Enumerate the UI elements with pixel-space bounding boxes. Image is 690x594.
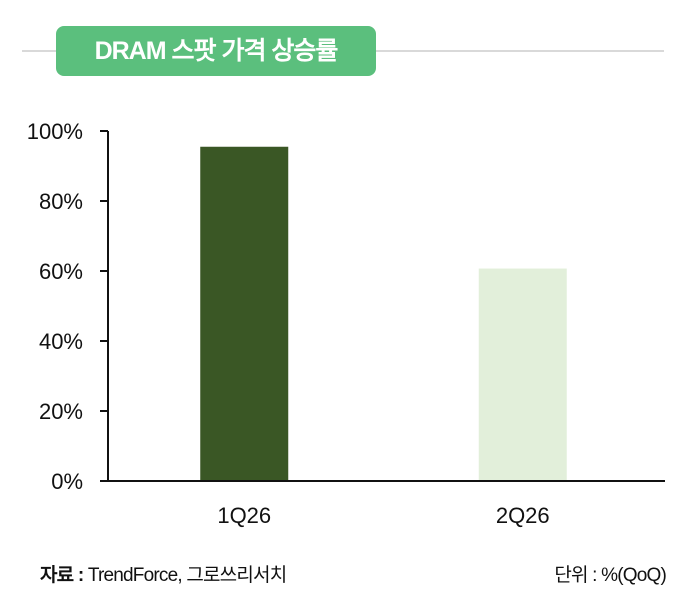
chart-title: DRAM 스팟 가격 상승률: [56, 26, 376, 76]
bar-1q26: [200, 146, 289, 481]
bar-2q26: [478, 268, 567, 481]
y-tick-label: 60%: [39, 259, 83, 284]
y-tick-label: 100%: [27, 119, 83, 144]
y-tick-label: 80%: [39, 189, 83, 214]
source-label: 자료 :: [40, 565, 84, 586]
y-tick-label: 20%: [39, 399, 83, 424]
y-tick-label: 0%: [51, 469, 83, 494]
x-tick-label: 1Q26: [217, 503, 271, 528]
unit-note: 단위 : %(QoQ): [554, 565, 666, 586]
source-value: TrendForce, 그로쓰리서치: [87, 565, 287, 586]
y-tick-label: 40%: [39, 329, 83, 354]
x-tick-label: 2Q26: [496, 503, 550, 528]
source-note: 자료 : TrendForce, 그로쓰리서치: [40, 560, 287, 587]
